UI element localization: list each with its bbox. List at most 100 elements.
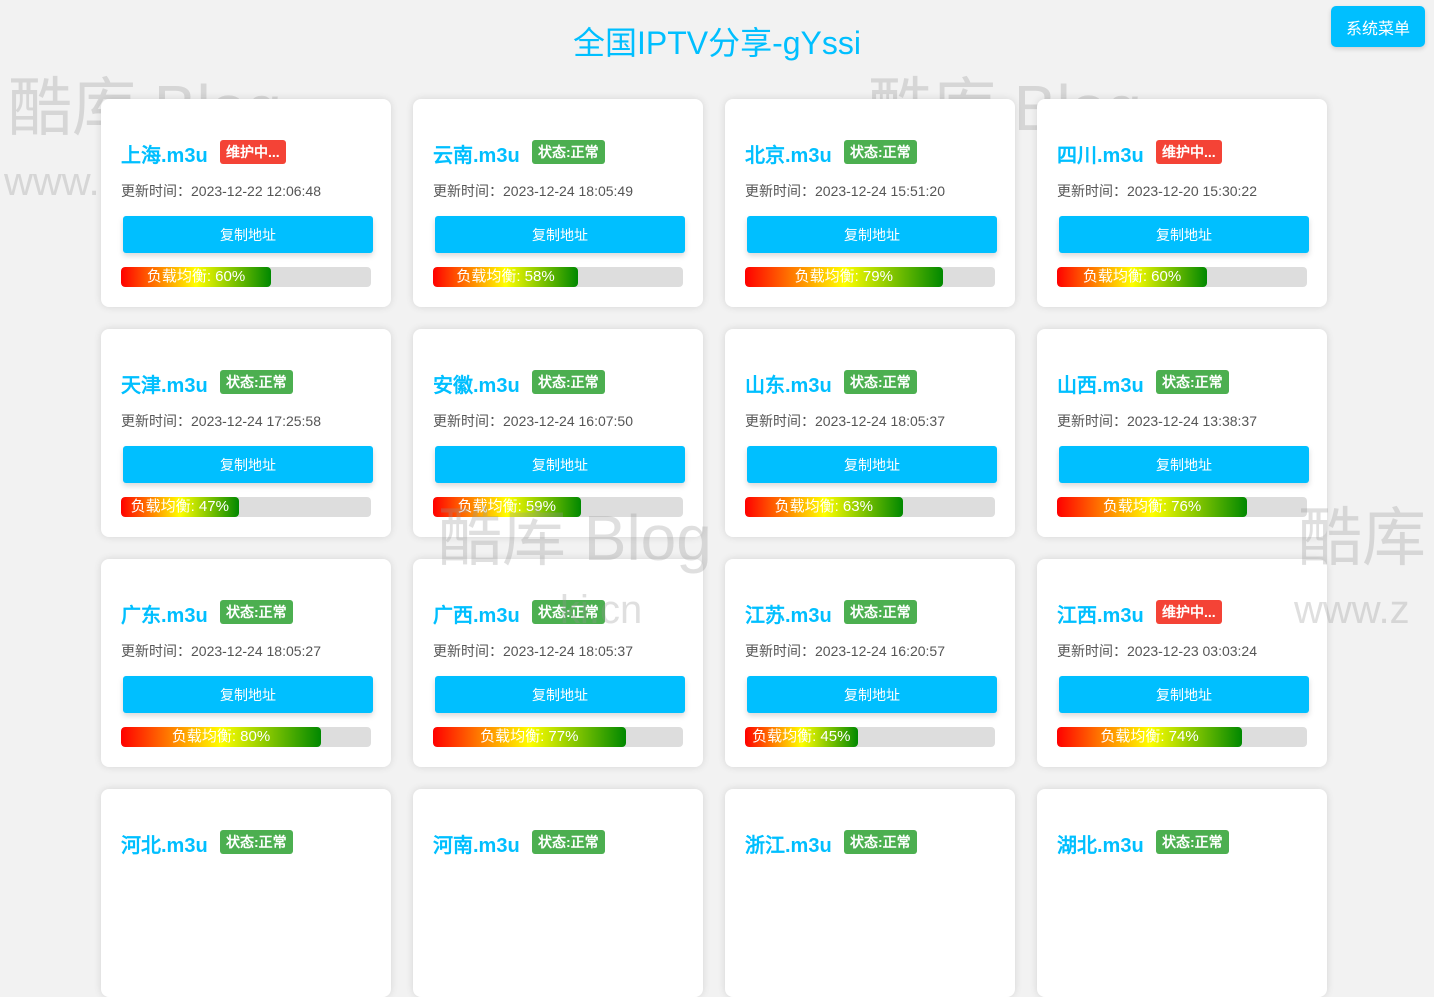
load-balance-value: 76% <box>1171 498 1202 515</box>
status-badge: 状态:正常 <box>532 370 605 394</box>
load-balance-fill: 负载均衡: 74% <box>1057 727 1242 747</box>
playlist-card: 广东.m3u 状态:正常更新时间：2023-12-24 18:05:27 复制地… <box>101 559 391 767</box>
update-time: 更新时间：2023-12-24 16:20:57 <box>745 641 945 661</box>
load-balance-value: 58% <box>524 268 555 285</box>
playlist-name[interactable]: 河北.m3u <box>121 835 208 857</box>
playlist-name[interactable]: 浙江.m3u <box>745 835 832 857</box>
playlist-name[interactable]: 上海.m3u <box>121 145 208 167</box>
playlist-name[interactable]: 北京.m3u <box>745 145 832 167</box>
status-badge: 状态:正常 <box>220 830 293 854</box>
system-menu-button[interactable]: 系统菜单 <box>1331 6 1425 47</box>
playlist-card: 安徽.m3u 状态:正常 更新时间：2023-12-24 16:07:50 复制地… <box>413 329 703 537</box>
playlist-name[interactable]: 江西.m3u <box>1057 605 1144 627</box>
load-balance-value: 60% <box>215 268 246 285</box>
update-time-label: 更新时间： <box>433 643 503 659</box>
load-balance-label: 负载均衡: <box>774 498 843 515</box>
status-badge: 维护中... <box>220 140 286 164</box>
update-time-value: 2023-12-24 18:05:37 <box>503 643 633 659</box>
playlist-name[interactable]: 广西.m3u <box>433 605 520 627</box>
playlist-card: 广西.m3u 状态:正常更新时间：2023-12-24 18:05:37 复制地… <box>413 559 703 767</box>
playlist-card: 北京.m3u 状态:正常更新时间：2023-12-24 15:51:20 复制地… <box>725 99 1015 307</box>
playlist-name[interactable]: 江苏.m3u <box>745 605 832 627</box>
playlist-name[interactable]: 云南.m3u <box>433 145 520 167</box>
update-time-value: 2023-12-22 12:06:48 <box>191 183 321 199</box>
copy-address-button[interactable]: 复制地址 <box>1059 446 1309 483</box>
load-balance-value: 79% <box>862 268 893 285</box>
playlist-name[interactable]: 湖北.m3u <box>1057 835 1144 857</box>
update-time-label: 更新时间： <box>745 183 815 199</box>
copy-address-button[interactable]: 复制地址 <box>1059 676 1309 713</box>
status-badge: 状态:正常 <box>844 600 917 624</box>
load-balance-bar: 负载均衡: 77% <box>433 727 683 747</box>
load-balance-fill: 负载均衡: 80% <box>121 727 321 747</box>
status-badge: 状态:正常 <box>220 600 293 624</box>
load-balance-value: 74% <box>1168 728 1199 745</box>
update-time: 更新时间：2023-12-24 18:05:37 <box>745 411 945 431</box>
copy-address-button[interactable]: 复制地址 <box>1059 216 1309 253</box>
update-time: 更新时间：2023-12-23 03:03:24 <box>1057 641 1257 661</box>
update-time-value: 2023-12-24 15:51:20 <box>815 183 945 199</box>
load-balance-fill: 负载均衡: 79% <box>745 267 943 287</box>
playlist-name[interactable]: 山东.m3u <box>745 375 832 397</box>
status-badge: 状态:正常 <box>532 140 605 164</box>
load-balance-fill: 负载均衡: 58% <box>433 267 578 287</box>
copy-address-button[interactable]: 复制地址 <box>123 446 373 483</box>
load-balance-bar: 负载均衡: 80% <box>121 727 371 747</box>
copy-address-button[interactable]: 复制地址 <box>747 446 997 483</box>
status-badge: 维护中... <box>1156 140 1222 164</box>
playlist-name[interactable]: 四川.m3u <box>1057 145 1144 167</box>
load-balance-label: 负载均衡: <box>456 268 525 285</box>
load-balance-label: 负载均衡: <box>480 728 549 745</box>
load-balance-bar: 负载均衡: 45% <box>745 727 995 747</box>
load-balance-fill: 负载均衡: 60% <box>121 267 271 287</box>
load-balance-value: 60% <box>1151 268 1182 285</box>
load-balance-bar: 负载均衡: 79% <box>745 267 995 287</box>
status-badge: 状态:正常 <box>532 600 605 624</box>
update-time: 更新时间：2023-12-24 18:05:37 <box>433 641 633 661</box>
copy-address-button[interactable]: 复制地址 <box>123 676 373 713</box>
update-time-label: 更新时间： <box>1057 413 1127 429</box>
playlist-name[interactable]: 安徽.m3u <box>433 375 520 397</box>
update-time-value: 2023-12-24 13:38:37 <box>1127 413 1257 429</box>
load-balance-fill: 负载均衡: 45% <box>745 727 858 747</box>
load-balance-bar: 负载均衡: 60% <box>121 267 371 287</box>
load-balance-value: 80% <box>240 728 271 745</box>
update-time-label: 更新时间： <box>121 413 191 429</box>
playlist-name[interactable]: 山西.m3u <box>1057 375 1144 397</box>
update-time: 更新时间：2023-12-24 15:51:20 <box>745 181 945 201</box>
load-balance-label: 负载均衡: <box>171 728 241 745</box>
load-balance-fill: 负载均衡: 77% <box>433 727 626 747</box>
status-badge: 状态:正常 <box>844 140 917 164</box>
load-balance-bar: 负载均衡: 59% <box>433 497 683 517</box>
load-balance-bar: 负载均衡: 47% <box>121 497 371 517</box>
copy-address-button[interactable]: 复制地址 <box>435 676 685 713</box>
copy-address-button[interactable]: 复制地址 <box>747 216 997 253</box>
playlist-name[interactable]: 广东.m3u <box>121 605 208 627</box>
playlist-card: 天津.m3u 状态:正常 更新时间：2023-12-24 17:25:58 复制地… <box>101 329 391 537</box>
load-balance-bar: 负载均衡: 63% <box>745 497 995 517</box>
update-time-label: 更新时间： <box>745 643 815 659</box>
update-time: 更新时间：2023-12-24 18:05:27 <box>121 641 321 661</box>
load-balance-label: 负载均衡: <box>457 498 526 515</box>
copy-address-button[interactable]: 复制地址 <box>435 216 685 253</box>
load-balance-fill: 负载均衡: 47% <box>121 497 239 517</box>
playlist-name[interactable]: 河南.m3u <box>433 835 520 857</box>
update-time-label: 更新时间： <box>1057 183 1127 199</box>
update-time: 更新时间：2023-12-20 15:30:22 <box>1057 181 1257 201</box>
load-balance-label: 负载均衡: <box>1082 268 1152 285</box>
load-balance-fill: 负载均衡: 60% <box>1057 267 1207 287</box>
playlist-card: 浙江.m3u 状态:正常 <box>725 789 1015 997</box>
status-badge: 状态:正常 <box>220 370 293 394</box>
load-balance-label: 负载均衡: <box>752 728 821 745</box>
playlist-name[interactable]: 天津.m3u <box>121 375 208 397</box>
load-balance-fill: 负载均衡: 76% <box>1057 497 1247 517</box>
update-time-label: 更新时间： <box>121 643 191 659</box>
load-balance-label: 负载均衡: <box>146 268 216 285</box>
copy-address-button[interactable]: 复制地址 <box>435 446 685 483</box>
status-badge: 状态:正常 <box>844 370 917 394</box>
copy-address-button[interactable]: 复制地址 <box>747 676 997 713</box>
copy-address-button[interactable]: 复制地址 <box>123 216 373 253</box>
update-time-label: 更新时间： <box>1057 643 1127 659</box>
playlist-card: 云南.m3u 状态:正常 更新时间：2023-12-24 18:05:49 复制地… <box>413 99 703 307</box>
load-balance-fill: 负载均衡: 63% <box>745 497 903 517</box>
